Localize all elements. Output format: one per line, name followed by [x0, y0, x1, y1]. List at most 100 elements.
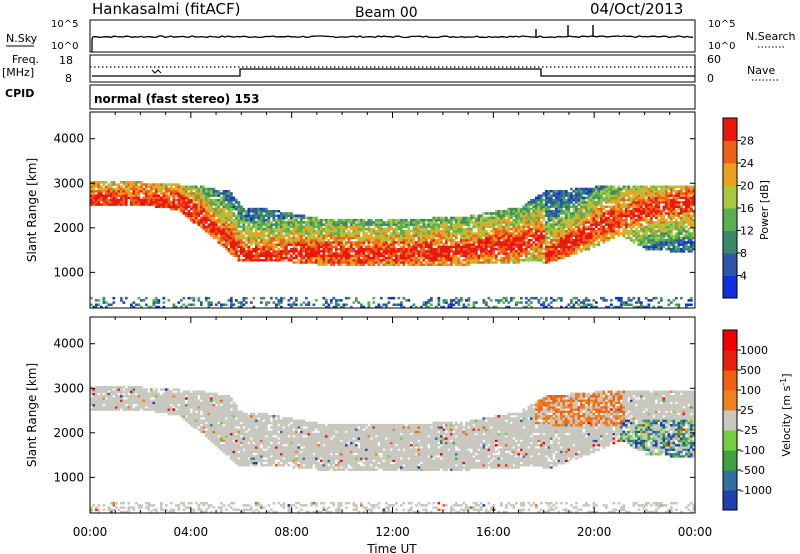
heat-cell	[197, 194, 201, 197]
heat-cell	[122, 190, 126, 193]
heat-cell	[552, 256, 556, 260]
heat-cell	[332, 241, 336, 244]
heat-cell	[652, 205, 656, 209]
heat-cell	[210, 198, 213, 202]
heat-cell	[567, 201, 571, 204]
heat-cell	[327, 252, 331, 255]
heat-cell	[320, 225, 323, 229]
heat-cell	[340, 223, 343, 226]
heat-cell	[452, 216, 456, 220]
heat-cell	[387, 256, 391, 260]
heat-cell	[352, 241, 356, 244]
heat-cell	[242, 259, 246, 262]
heat-cell	[635, 218, 638, 222]
heat-cell	[442, 301, 446, 304]
heat-cell	[262, 221, 266, 224]
heat-cell	[435, 305, 438, 309]
heat-cell	[305, 256, 308, 260]
heat-cell	[437, 232, 441, 235]
heat-cell	[432, 216, 436, 220]
heat-cell	[200, 225, 203, 229]
heat-cell	[340, 232, 343, 235]
heat-cell	[482, 301, 486, 304]
heat-cell	[420, 261, 423, 264]
heat-cell	[335, 223, 338, 226]
heat-cell	[650, 234, 653, 238]
heat-cell	[430, 299, 433, 302]
heat-cell	[555, 254, 558, 258]
heat-cell	[552, 210, 556, 213]
heat-cell	[545, 221, 548, 224]
heat-cell	[667, 299, 671, 302]
heat-cell	[100, 181, 103, 184]
heat-cell	[310, 236, 313, 240]
heat-cell	[90, 194, 93, 197]
heat-cell	[315, 236, 318, 240]
heat-cell	[247, 225, 251, 229]
heat-cell	[587, 247, 591, 251]
heat-cell	[257, 245, 261, 249]
heat-cell	[187, 192, 191, 195]
heat-cell	[550, 218, 553, 222]
heat-cell	[447, 245, 451, 249]
heat-cell	[182, 194, 186, 197]
heat-cell	[442, 243, 446, 246]
heat-cell	[260, 230, 263, 233]
heat-cell	[117, 198, 121, 202]
heat-cell	[515, 241, 518, 244]
heat-cell	[155, 203, 158, 206]
heat-cell	[495, 261, 498, 264]
heat-cell	[650, 243, 653, 246]
heat-cell	[437, 247, 441, 251]
heat-cell	[347, 252, 351, 255]
heat-cell	[427, 299, 431, 302]
heat-cell	[325, 221, 328, 224]
heat-cell	[247, 241, 251, 244]
heat-cell	[655, 243, 658, 246]
heat-cell	[427, 225, 431, 229]
heat-cell	[665, 205, 668, 209]
heat-cell	[407, 263, 411, 267]
heat-cell	[530, 214, 533, 218]
heat-cell	[540, 303, 543, 307]
heat-cell	[400, 254, 403, 258]
heat-cell	[280, 212, 283, 215]
heat-cell	[580, 236, 583, 240]
heat-cell	[645, 185, 648, 189]
heat-cell	[402, 296, 406, 300]
heat-cell	[567, 207, 571, 211]
heat-cell	[482, 218, 486, 222]
heat-cell	[357, 241, 361, 244]
heat-cell	[645, 190, 648, 193]
heat-cell	[632, 203, 636, 206]
heat-cell	[600, 203, 603, 206]
heat-cell	[450, 303, 453, 307]
heat-cell	[252, 221, 256, 224]
heat-cell	[570, 243, 573, 246]
heat-cell	[107, 190, 111, 193]
heat-cell	[267, 254, 271, 258]
heat-cell	[315, 259, 318, 262]
heat-cell	[582, 227, 586, 231]
heat-cell	[157, 187, 161, 191]
heat-cell	[352, 250, 356, 253]
heat-cell	[382, 221, 386, 224]
heat-cell	[262, 230, 266, 233]
heat-cell	[390, 241, 393, 244]
heat-cell	[595, 205, 598, 209]
heat-cell	[507, 212, 511, 215]
heat-cell	[362, 234, 366, 238]
heat-cell	[427, 243, 431, 246]
heat-cell	[205, 299, 208, 302]
heat-cell	[667, 241, 671, 244]
heat-cell	[490, 241, 493, 244]
heat-cell	[480, 234, 483, 238]
heat-cell	[480, 236, 483, 240]
heat-cell	[450, 221, 453, 224]
heat-cell	[405, 234, 408, 238]
heat-cell	[207, 225, 211, 229]
heat-cell	[430, 250, 433, 253]
heat-cell	[620, 192, 623, 195]
heat-cell	[232, 212, 236, 215]
heat-cell	[310, 259, 313, 262]
